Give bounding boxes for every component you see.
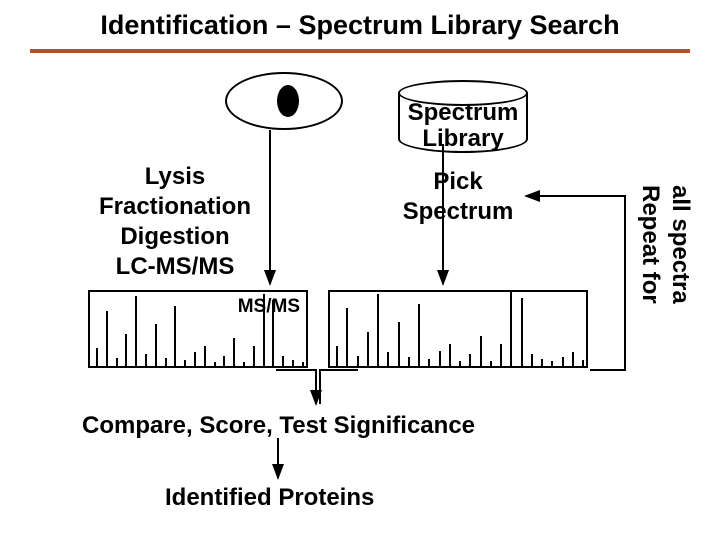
pick-line: Spectrum bbox=[393, 197, 523, 227]
msms-spectrum-right bbox=[328, 290, 588, 368]
spectrum-peak bbox=[541, 359, 543, 366]
spectrum-peak bbox=[459, 361, 461, 366]
title-divider bbox=[30, 49, 690, 53]
spectrum-peak bbox=[214, 362, 216, 366]
msms-spectrum-left: MS/MS bbox=[88, 290, 308, 368]
repeat-label-1: Repeat for bbox=[636, 185, 664, 304]
spectrum-peak bbox=[490, 361, 492, 366]
spectrum-peak bbox=[572, 352, 574, 366]
spectrum-peak bbox=[418, 304, 420, 366]
spectrum-peak bbox=[346, 308, 348, 366]
spectrum-peak bbox=[510, 292, 512, 366]
steps-block: LysisFractionationDigestionLC-MS/MS bbox=[90, 162, 260, 282]
spectrum-peak bbox=[96, 348, 98, 366]
spectrum-peak bbox=[408, 357, 410, 366]
spectrum-peak bbox=[125, 334, 127, 366]
spectrum-peak bbox=[480, 336, 482, 366]
spectrum-peak bbox=[282, 356, 284, 366]
spectrum-peak bbox=[398, 322, 400, 366]
spectrum-peak bbox=[292, 360, 294, 366]
step-line: Fractionation bbox=[90, 192, 260, 222]
spectrum-peak bbox=[174, 306, 176, 366]
spectrum-peak bbox=[155, 324, 157, 366]
spectrum-peak bbox=[469, 354, 471, 366]
spectrum-peak bbox=[194, 352, 196, 366]
spectrum-library-label-1: Spectrum bbox=[393, 99, 533, 127]
pick-spectrum-block: PickSpectrum bbox=[393, 167, 523, 227]
spectrum-peak bbox=[357, 356, 359, 366]
spectrum-peak bbox=[582, 360, 584, 366]
spectrum-peak bbox=[449, 344, 451, 366]
repeat-label-2: all spectra bbox=[666, 185, 694, 304]
spectrum-peak bbox=[377, 294, 379, 366]
spectrum-peak bbox=[439, 351, 441, 366]
pick-line: Pick bbox=[393, 167, 523, 197]
spectrum-peak bbox=[165, 358, 167, 366]
step-line: Digestion bbox=[90, 222, 260, 252]
spectrum-peak bbox=[531, 354, 533, 366]
step-line: Lysis bbox=[90, 162, 260, 192]
spectrum-peak bbox=[336, 346, 338, 366]
spectrum-peak bbox=[184, 360, 186, 366]
page-title: Identification – Spectrum Library Search bbox=[0, 10, 720, 41]
identified-proteins-label: Identified Proteins bbox=[165, 484, 374, 512]
spectrum-peak bbox=[562, 357, 564, 366]
spectrum-peak bbox=[551, 361, 553, 366]
spectrum-peak bbox=[116, 358, 118, 366]
spectrum-peak bbox=[302, 362, 304, 366]
compare-label: Compare, Score, Test Significance bbox=[82, 412, 475, 440]
spectrum-peak bbox=[253, 346, 255, 366]
msms-tag: MS/MS bbox=[238, 296, 300, 318]
spectrum-peak bbox=[521, 298, 523, 366]
spectrum-peak bbox=[106, 311, 108, 366]
cell-nucleus-icon bbox=[277, 85, 299, 117]
spectrum-peak bbox=[387, 352, 389, 366]
spectrum-peak bbox=[367, 332, 369, 366]
spectrum-library-label-2: Library bbox=[393, 125, 533, 153]
step-line: LC-MS/MS bbox=[90, 252, 260, 282]
spectrum-peak bbox=[243, 362, 245, 366]
spectrum-peak bbox=[204, 346, 206, 366]
spectrum-peak bbox=[223, 356, 225, 366]
spectrum-peak bbox=[500, 344, 502, 366]
spectrum-peak bbox=[145, 354, 147, 366]
spectrum-peak bbox=[233, 338, 235, 366]
spectrum-peak bbox=[135, 296, 137, 366]
spectrum-peak bbox=[428, 359, 430, 366]
